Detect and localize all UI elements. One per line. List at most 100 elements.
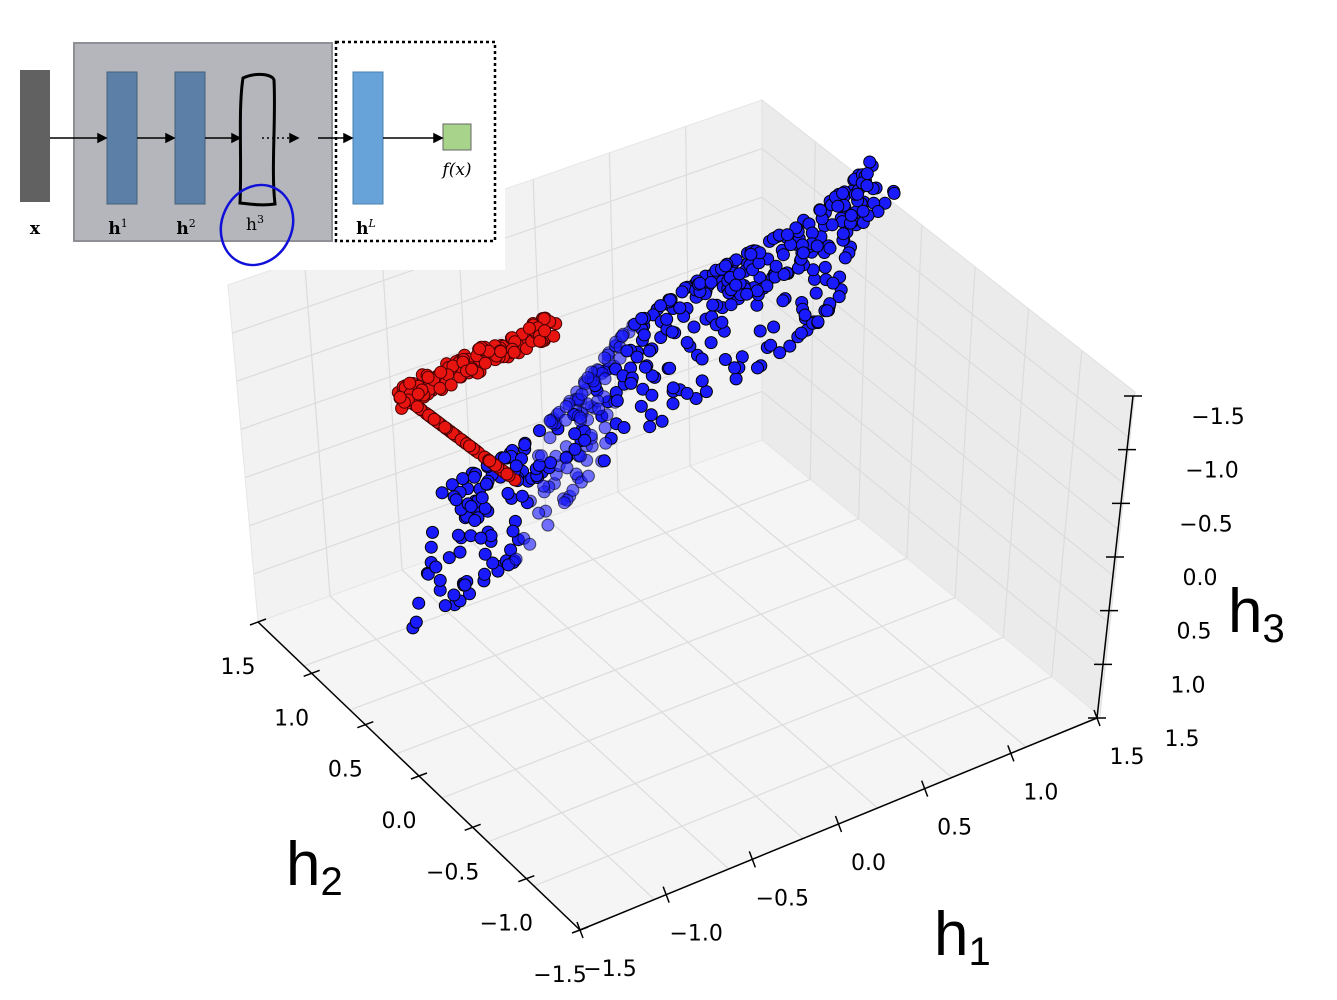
- point: [534, 449, 548, 463]
- ticks: 1.51.00.50.0−0.5−1.0−1.5−1.5−1.0−0.50.00…: [221, 395, 1245, 988]
- point: [557, 496, 571, 510]
- point: [464, 500, 478, 513]
- grid-line: [303, 478, 811, 667]
- grid-line: [244, 293, 763, 479]
- point: [719, 259, 732, 273]
- grid-line: [487, 636, 1004, 843]
- point: [403, 376, 417, 390]
- point: [522, 321, 536, 335]
- point: [643, 344, 657, 358]
- grid-line: [954, 266, 976, 598]
- point: [465, 362, 479, 376]
- point: [654, 299, 667, 313]
- tick-label: 1.5: [1165, 727, 1200, 752]
- point: [467, 470, 481, 484]
- output-node: [442, 123, 472, 151]
- point: [809, 286, 823, 300]
- point: [776, 294, 790, 308]
- grid-line: [1002, 308, 1030, 638]
- point: [426, 525, 439, 539]
- point: [796, 246, 810, 260]
- tick-label: −1.0: [669, 922, 722, 947]
- tick-mark: [748, 851, 757, 868]
- point: [427, 412, 441, 426]
- tick-label: 0.5: [1177, 620, 1212, 645]
- tick-label: 0.0: [851, 851, 886, 876]
- grid-line: [240, 245, 763, 430]
- point: [543, 414, 557, 428]
- point: [433, 573, 447, 587]
- point: [718, 353, 732, 366]
- point: [409, 615, 423, 629]
- point: [575, 387, 589, 401]
- input-label: x: [30, 219, 41, 239]
- points: [391, 155, 901, 635]
- point: [458, 578, 472, 592]
- point: [794, 326, 808, 340]
- grid-line: [906, 225, 923, 559]
- point: [597, 454, 611, 468]
- point: [810, 239, 824, 253]
- point: [473, 342, 486, 356]
- tick-mark: [464, 823, 481, 832]
- grid-line: [236, 196, 763, 382]
- point: [751, 361, 764, 375]
- point: [856, 204, 870, 218]
- tick-label: −0.5: [426, 860, 479, 885]
- point: [506, 524, 520, 538]
- tick-mark: [410, 772, 428, 780]
- layer-bar: [106, 71, 138, 205]
- grid-line: [761, 148, 1131, 439]
- point: [776, 248, 790, 262]
- point: [825, 218, 839, 232]
- point: [532, 506, 546, 520]
- tick-label: −1.0: [480, 912, 533, 937]
- point: [715, 315, 729, 329]
- tick-label: 1.0: [1023, 780, 1058, 805]
- grid-line: [761, 390, 1106, 671]
- grid-line: [761, 342, 1111, 624]
- point: [680, 386, 694, 400]
- point: [663, 293, 677, 307]
- point: [598, 351, 611, 365]
- point: [617, 421, 631, 434]
- point: [693, 276, 707, 290]
- point: [566, 483, 580, 497]
- point: [732, 267, 746, 281]
- network-diagram: x h1 h2 h3 hL f(x): [0, 0, 505, 270]
- tick-mark: [576, 921, 584, 939]
- hand-drawn-box: [238, 72, 277, 207]
- point: [447, 588, 461, 602]
- point: [438, 599, 452, 613]
- point: [568, 442, 582, 456]
- point: [805, 226, 819, 240]
- point: [735, 350, 749, 364]
- point: [518, 438, 532, 452]
- point: [789, 221, 803, 235]
- point: [769, 259, 783, 273]
- point: [533, 334, 547, 348]
- point: [478, 501, 492, 515]
- point: [581, 469, 595, 483]
- grid-line: [441, 597, 956, 799]
- point: [729, 278, 743, 292]
- point: [811, 315, 825, 329]
- point: [543, 431, 557, 445]
- point: [578, 433, 592, 447]
- grid-line: [253, 390, 763, 575]
- point: [568, 427, 582, 441]
- point: [773, 346, 787, 360]
- point: [783, 339, 797, 353]
- layer-bar: [174, 71, 206, 205]
- point: [537, 479, 551, 493]
- point: [559, 413, 573, 427]
- tick-mark: [1007, 745, 1015, 762]
- tick-label: 1.5: [1110, 745, 1145, 770]
- tick-label: −0.5: [756, 886, 809, 911]
- point: [424, 540, 438, 554]
- point: [820, 304, 834, 318]
- tick-mark: [249, 618, 267, 626]
- point: [638, 360, 652, 374]
- point: [573, 411, 587, 425]
